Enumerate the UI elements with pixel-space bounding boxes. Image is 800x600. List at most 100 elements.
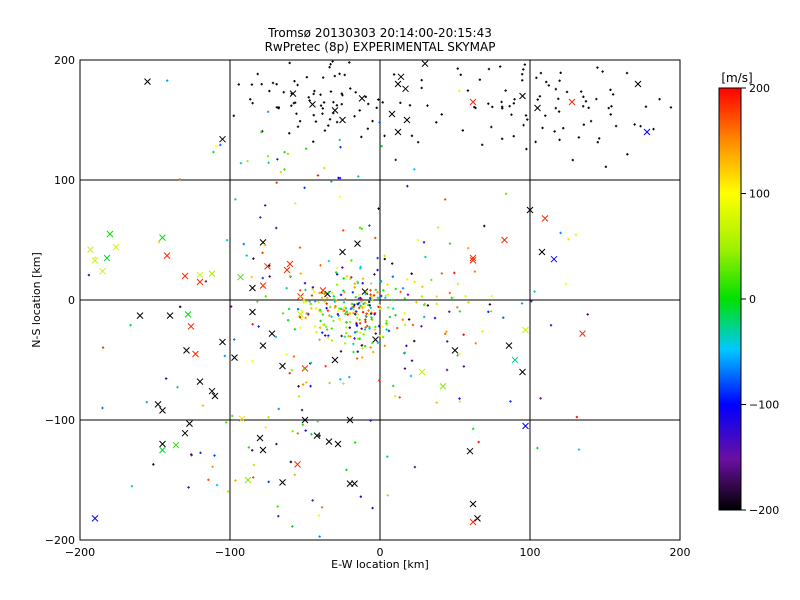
data-point-dot [500,137,504,140]
data-point-dot [509,400,512,403]
data-point-dot [467,301,470,304]
data-point-dot [296,432,299,435]
data-point-dot [523,63,527,66]
data-point-dot [436,226,440,229]
data-point-dot [530,299,533,303]
data-point-dot [312,140,315,143]
colorbar-tick-label: −200 [749,504,779,517]
data-point-dot [407,318,411,321]
data-point-dot [263,244,266,247]
data-point-cross [192,350,199,358]
data-point-dot [382,289,385,292]
data-point-cross [301,416,309,424]
data-point-dot [391,262,394,265]
data-point-dot [370,295,373,298]
data-point-cross [501,236,508,244]
data-point-cross [181,272,189,280]
data-point-cross [91,257,99,264]
data-point-dot [410,134,414,138]
data-point-dot [300,408,304,412]
data-point-dot [611,93,615,96]
data-point-dot [491,105,494,109]
data-point-cross [346,416,354,424]
data-point-dot [318,308,322,312]
data-point-dot [199,451,202,455]
data-point-cross [358,95,366,102]
data-point-dot [426,304,430,307]
data-point-dot [344,326,348,329]
data-point-dot [349,277,352,281]
data-point-dot [544,114,547,117]
data-point-dot [294,101,297,104]
data-point-dot [311,286,315,289]
data-point-dot [487,310,490,313]
data-point-dot [339,378,342,381]
data-point-dot [267,416,270,419]
data-point-cross [469,98,477,106]
data-point-dot [424,255,427,259]
data-point-dot [355,330,359,333]
data-point-dot [423,302,426,306]
data-point-dot [276,158,279,161]
data-point-cross [297,311,304,318]
data-point-dot [413,168,416,171]
data-point-dot [321,331,324,334]
data-point-dot [318,326,322,329]
data-point-dot [410,272,413,275]
data-point-dot [213,454,216,457]
data-point-dot [178,305,182,309]
data-point-dot [267,480,270,483]
data-point-dot [420,325,423,328]
data-point-dot [303,186,306,190]
data-point-dot [297,385,300,388]
data-point-dot [299,272,302,275]
data-point-dot [296,83,299,87]
data-point-cross [286,260,294,268]
data-point-dot [589,119,593,123]
data-point-cross [99,267,106,275]
data-point-dot [302,300,305,304]
data-point-dot [318,434,321,437]
data-point-cross [187,323,195,330]
data-point-dot [322,101,326,104]
data-point-dot [553,130,556,133]
data-point-dot [387,306,390,309]
data-point-cross [522,326,529,334]
data-point-cross [249,308,256,316]
data-point-dot [352,308,355,311]
data-point-dot [267,161,270,164]
data-point-cross [403,116,411,124]
data-point-cross [402,85,409,93]
data-point-dot [416,141,420,144]
data-point-dot [321,107,324,110]
data-point-cross [112,243,120,251]
data-point-dot [354,310,358,313]
data-point-cross [331,356,339,364]
data-point-dot [372,350,375,354]
data-point-dot [368,224,371,227]
data-point-dot [458,89,461,93]
data-point-dot [348,375,351,379]
data-point-dot [312,92,315,96]
data-point-dot [318,535,321,538]
data-point-dot [364,95,367,99]
data-point-cross [474,515,481,522]
data-point-dot [386,283,389,286]
data-point-dot [356,302,360,306]
data-point-dot [290,104,293,107]
data-point-dot [520,302,524,305]
data-point-dot [538,95,542,98]
data-point-dot [101,406,104,410]
data-point-dot [448,291,452,295]
data-point-dot [327,259,331,263]
data-point-dot [324,334,327,337]
data-point-dot [374,325,377,329]
data-point-dot [356,350,359,353]
data-point-dot [305,300,308,303]
data-point-cross [421,60,429,67]
data-point-dot [318,338,321,341]
data-point-dot [582,123,586,126]
data-point-dot [277,514,280,518]
data-point-dot [290,369,294,372]
data-point-dot [596,140,599,144]
